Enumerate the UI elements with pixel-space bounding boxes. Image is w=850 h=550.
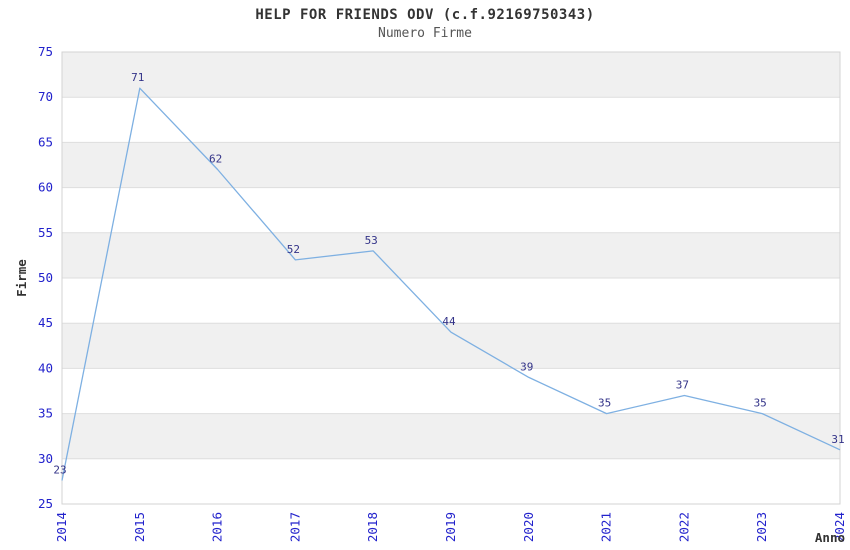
y-tick-label: 40: [38, 360, 53, 375]
y-tick-label: 65: [38, 134, 53, 149]
y-tick-label: 60: [38, 180, 53, 195]
grid-band: [62, 323, 840, 369]
series-line: [61, 87, 841, 481]
x-tick-label: 2020: [521, 512, 536, 542]
y-tick-label: 30: [38, 451, 53, 466]
x-tick-label: 2017: [287, 512, 302, 542]
y-tick-label: 50: [38, 270, 53, 285]
data-label: 23: [53, 463, 66, 476]
data-label: 53: [365, 234, 378, 247]
x-tick-label: 2018: [365, 512, 380, 542]
x-tick-label: 2024: [832, 512, 847, 542]
x-tick-label: 2023: [754, 512, 769, 542]
y-tick-label: 55: [38, 225, 53, 240]
x-tick-label: 2021: [599, 512, 614, 542]
x-tick-label: 2015: [132, 512, 147, 542]
grid-band: [62, 52, 840, 98]
data-label: 37: [676, 379, 689, 392]
data-label: 39: [520, 360, 533, 373]
data-label: 44: [442, 315, 456, 328]
data-label: 71: [131, 71, 144, 84]
y-tick-label: 25: [38, 496, 53, 511]
y-tick-label: 75: [38, 44, 53, 59]
chart-title: HELP FOR FRIENDS ODV (c.f.92169750343): [255, 7, 595, 23]
y-tick-label: 35: [38, 406, 53, 421]
x-tick-label: 2022: [676, 512, 691, 542]
grid-band: [62, 413, 840, 459]
data-label: 62: [209, 153, 222, 166]
grid-band: [62, 232, 840, 278]
plot-border: [61, 51, 841, 505]
y-tick-label: 45: [38, 315, 53, 330]
data-label: 35: [754, 397, 767, 410]
grid-band: [62, 142, 840, 188]
y-tick-label: 70: [38, 89, 53, 104]
x-tick-label: 2014: [54, 512, 69, 542]
data-label: 31: [831, 433, 844, 446]
data-label: 52: [287, 243, 300, 256]
x-tick-label: 2016: [210, 512, 225, 542]
y-axis-title: Firme: [14, 259, 29, 297]
chart-subtitle: Numero Firme: [378, 26, 472, 41]
x-tick-label: 2019: [443, 512, 458, 542]
x-axis-title: Anno: [815, 530, 845, 545]
data-label: 35: [598, 397, 611, 410]
